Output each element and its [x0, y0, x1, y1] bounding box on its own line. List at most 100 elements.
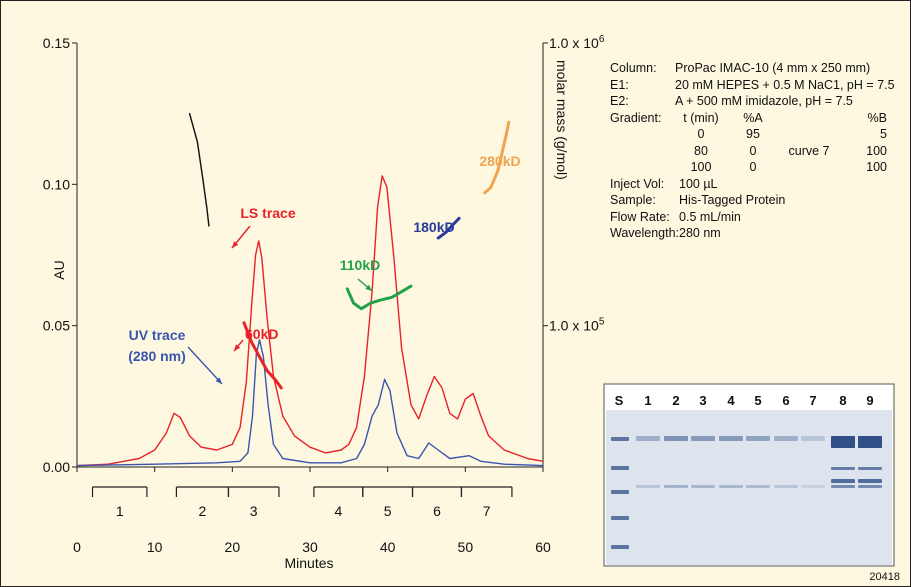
gradient-cell	[779, 159, 839, 176]
y-tick-label: 0.00	[43, 459, 70, 475]
conditions-rows-bottom: Inject Vol: 100 µL Sample: His-Tagged Prote…	[610, 176, 785, 242]
condition-row: Flow Rate: 0.5 mL/min	[610, 209, 785, 226]
annotation-label: LS trace	[240, 205, 295, 221]
annotation-label: 280kD	[479, 153, 520, 169]
y2-tick-label: 1.0 x 105	[549, 317, 605, 334]
x-tick-label: 20	[225, 539, 241, 555]
condition-label: Column:	[610, 61, 657, 75]
fraction-label: 7	[483, 503, 491, 519]
fraction-label: 3	[250, 503, 258, 519]
gel-ladder-band	[611, 437, 629, 441]
gel-band-main	[858, 436, 882, 448]
gradient-cell: 100	[866, 160, 887, 174]
x-axis-title: Minutes	[284, 555, 333, 571]
y-tick-label: 0.10	[43, 176, 70, 192]
gel-lane-labels: S 1 2 3 4 5 6 7 8 9	[615, 393, 874, 408]
x-tick-label: 30	[302, 539, 318, 555]
fraction-label: 1	[116, 503, 124, 519]
x-tick-label: 40	[380, 539, 396, 555]
fraction-label: 4	[334, 503, 342, 519]
gel-ladder-band	[611, 545, 629, 549]
annotation-arrow-line	[187, 346, 223, 385]
gradient-cell: 0	[697, 127, 705, 141]
gradient-cell: %B	[867, 110, 887, 125]
molar-mass-segment	[188, 112, 210, 228]
condition-value: 280 nm	[679, 226, 721, 240]
gel-lane-label: 1	[644, 393, 651, 408]
gradient-label: Gradient:	[610, 110, 662, 125]
condition-label: Wavelength:	[610, 226, 680, 240]
gel-band-lower	[858, 485, 882, 488]
gel-band-lower	[664, 485, 688, 488]
gradient-cell: curve 7	[788, 143, 830, 158]
gel-band-lower	[636, 485, 660, 488]
gel-band-main	[774, 436, 798, 441]
gradient-header-row: t (min) %A %B	[675, 110, 887, 127]
annotation-arrowhead	[232, 241, 239, 248]
annotation-arrowhead	[365, 284, 372, 291]
annotation-label: 60kD	[245, 326, 278, 342]
gel-band-lower	[746, 485, 770, 488]
y-tick-label: 0.15	[43, 35, 70, 51]
gel-ladder-band	[611, 490, 629, 494]
annotation-label: 110kD	[340, 257, 380, 273]
y2-tick-exponent: 5	[599, 317, 605, 328]
molar-mass-segments	[188, 112, 511, 390]
molar-mass-segment	[345, 284, 413, 311]
x-tick-label: 0	[73, 539, 81, 555]
gel-lane-label: 6	[782, 393, 789, 408]
trace-annotations: LS trace 60kD UV trace (280 nm) 110kD 180kD 28…	[128, 153, 521, 385]
conditions-panel: Column: ProPac IMAC-10 (4 mm x 250 mm) E1:…	[610, 60, 895, 242]
gradient-cell: 5	[880, 127, 887, 141]
annotation-label: (280 nm)	[128, 348, 186, 364]
gel-band-extra	[858, 479, 882, 483]
gel-band-main	[636, 436, 660, 441]
gel-lane-label: 2	[672, 393, 679, 408]
gel-band-main	[719, 436, 743, 441]
figure-id: 20418	[869, 571, 900, 583]
gradient-grid: t (min) %A %B 0 95 5 80 0 curve 7 100 100 0 100	[675, 110, 887, 176]
gel-band-extra	[831, 479, 855, 483]
gel-band-main	[801, 436, 825, 441]
condition-label: E1:	[610, 77, 629, 92]
gradient-cell: %A	[743, 110, 763, 125]
gel-inset: S 1 2 3 4 5 6 7 8 9	[603, 383, 895, 567]
gel-lane-label: 9	[866, 393, 873, 408]
condition-label: Inject Vol:	[610, 176, 665, 191]
x-tick-label: 60	[535, 539, 551, 555]
gel-lane-label: 5	[754, 393, 761, 408]
y2-tick-base: 1.0 x 10	[549, 318, 599, 334]
conditions-table: Column: ProPac IMAC-10 (4 mm x 250 mm) E1:…	[610, 60, 895, 110]
fraction-brackets: 1 2 3 4 5 6 7	[91, 486, 513, 519]
annotation-arrowhead	[215, 377, 222, 384]
gel-band-main	[691, 436, 715, 441]
gradient-cell: t (min)	[683, 110, 719, 125]
y-axis-title: AU	[51, 260, 67, 279]
y2-tick-base: 1.0 x 10	[549, 35, 599, 51]
gel-bands	[611, 436, 882, 549]
fraction-label: 5	[384, 503, 392, 519]
gradient-cell: 100	[690, 160, 712, 174]
gradient-row: 0 95 5	[675, 126, 887, 143]
x-tick-label: 50	[458, 539, 474, 555]
y2-tick-exponent: 6	[599, 34, 605, 45]
gradient-row: 80 0 curve 7 100	[675, 143, 887, 160]
condition-row: E1: 20 mM HEPES + 0.5 M NaC1, pH = 7.5	[610, 77, 895, 94]
gel-lane-label: 4	[727, 393, 735, 408]
condition-row: Sample: His-Tagged Protein	[610, 192, 785, 209]
gradient-cell: 0	[749, 160, 757, 174]
ls-trace-line	[76, 175, 544, 467]
gel-band-lower	[801, 485, 825, 488]
gradient-cell: 95	[746, 127, 760, 141]
condition-value: 0.5 mL/min	[679, 209, 741, 224]
annotation-label: UV trace	[129, 327, 186, 343]
axes: 0 10 20 30 40 50 600.000.050.100.15 1.0 x 1061.…	[43, 34, 605, 555]
x-tick-label: 10	[147, 539, 163, 555]
condition-label: E2:	[610, 94, 629, 108]
condition-value: His-Tagged Protein	[679, 193, 786, 207]
gel-lane-label: 7	[809, 393, 816, 408]
uv-trace-line	[76, 339, 544, 467]
gel-ladder-band	[611, 516, 629, 520]
gel-band-lower	[719, 485, 743, 488]
